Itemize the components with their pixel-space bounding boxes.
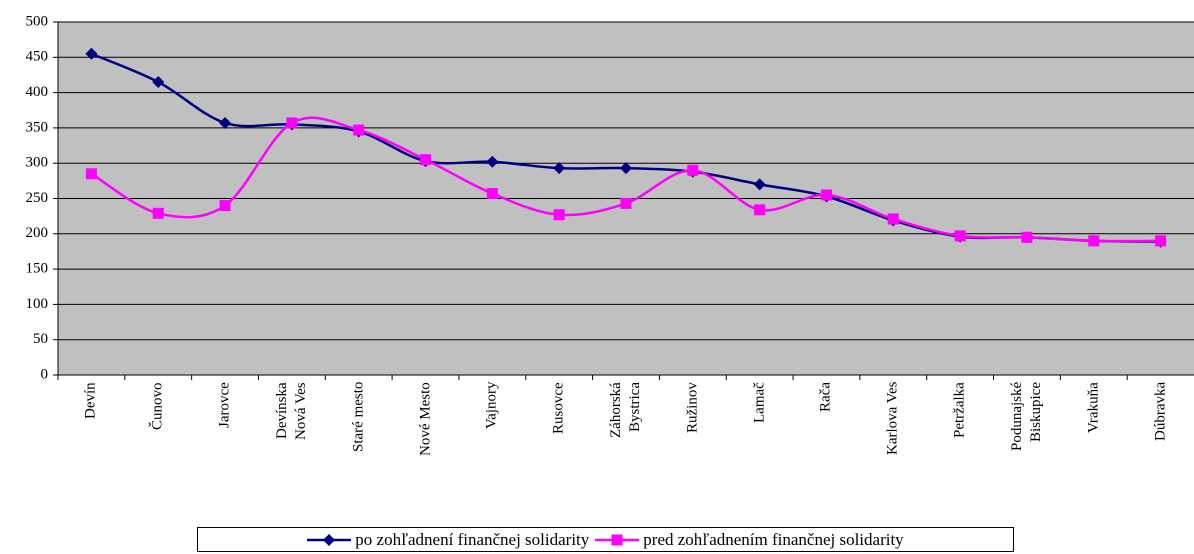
point — [687, 164, 699, 176]
point — [219, 200, 231, 212]
point — [353, 124, 365, 136]
y-tick-label: 350 — [26, 119, 49, 135]
point — [486, 188, 498, 200]
point — [420, 154, 432, 166]
y-tick-label: 100 — [26, 296, 49, 312]
y-tick-label: 200 — [26, 225, 49, 241]
point — [286, 117, 298, 129]
point — [152, 76, 165, 89]
legend-swatch — [307, 533, 352, 546]
point — [85, 47, 98, 60]
x-tick-label: Vajnory — [483, 382, 500, 430]
y-tick-label: 50 — [33, 331, 48, 347]
point — [486, 155, 499, 168]
legend-marker — [611, 534, 623, 545]
x-tick-label: Petržalka — [951, 382, 968, 438]
y-tick-label: 300 — [26, 155, 49, 171]
point — [620, 197, 632, 209]
point — [219, 116, 232, 129]
legend-item: po zohľadnení finančnej solidarity — [307, 530, 589, 550]
x-tick-label: Karlova Ves — [884, 382, 901, 456]
y-tick-label: 0 — [41, 366, 49, 382]
y-tick-label: 450 — [26, 49, 49, 65]
legend-item: pred zohľadnením finančnej solidarity — [595, 529, 904, 550]
legend: po zohľadnení finančnej solidarity pred z… — [197, 527, 1014, 552]
x-tick-label: Záhorská Bystrica — [608, 382, 643, 438]
x-tick-label: Čunovo — [149, 382, 166, 430]
point — [1155, 235, 1167, 247]
point — [1088, 235, 1100, 247]
x-tick-label: Ružinov — [684, 382, 701, 433]
legend-swatch — [595, 534, 640, 545]
legend-marker — [323, 533, 336, 546]
x-tick-label: Dúbravka — [1152, 382, 1169, 442]
point — [620, 162, 632, 175]
x-tick-label: Lamač — [751, 382, 768, 423]
point — [753, 178, 766, 191]
x-tick-label: Vrakuňa — [1085, 382, 1102, 433]
point — [954, 230, 966, 242]
point — [553, 162, 566, 175]
point — [85, 168, 97, 180]
y-tick-label: 150 — [26, 261, 49, 277]
point — [152, 207, 164, 219]
x-tick-label: Devín — [82, 382, 99, 419]
x-tick-label: Rača — [817, 382, 834, 412]
x-tick-label: Jarovce — [216, 382, 233, 428]
y-tick-label: 400 — [26, 84, 49, 100]
point — [553, 209, 565, 221]
x-tick-label: Devínska Nová Ves — [273, 382, 309, 440]
point — [1021, 231, 1033, 243]
point — [820, 189, 832, 201]
x-tick-label: Nové Mesto — [417, 382, 434, 456]
point — [887, 213, 899, 225]
y-tick-label: 500 — [26, 13, 49, 29]
legend-label: po zohľadnení finančnej solidarity — [355, 529, 590, 549]
y-tick-label: 250 — [26, 190, 49, 206]
legend-label: pred zohľadnením finančnej solidarity — [643, 529, 904, 549]
x-tick-label: Podunajské Biskupice — [1008, 382, 1044, 452]
x-tick-label: Rusovce — [550, 382, 567, 434]
point — [754, 204, 766, 216]
x-tick-label: Staré mesto — [350, 382, 367, 453]
